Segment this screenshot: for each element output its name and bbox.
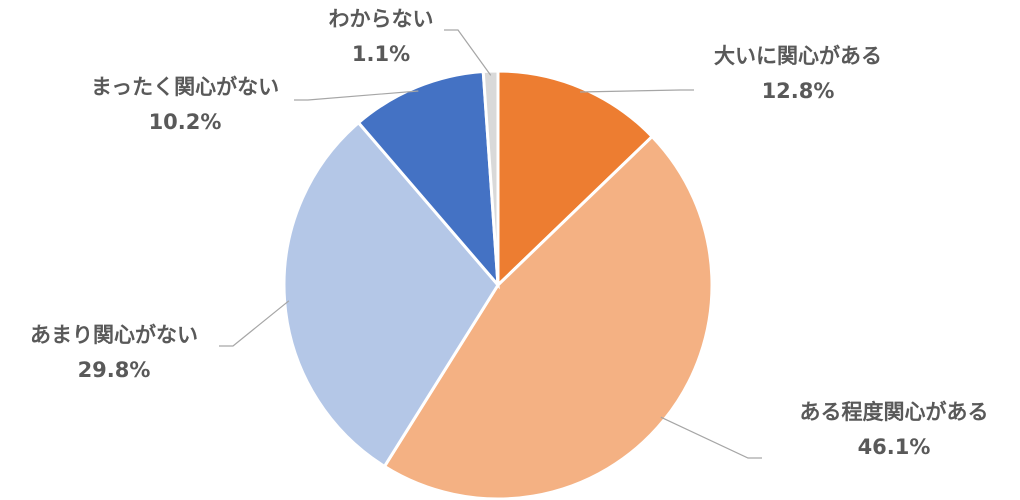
slice-label: わからない <box>329 7 434 31</box>
leader-line <box>219 300 290 347</box>
slice-value-label: 46.1% <box>858 435 931 459</box>
slice-label: まったく関心がない <box>91 75 279 99</box>
slice-value-label: 29.8% <box>78 358 151 382</box>
slice-value-label: 12.8% <box>762 79 835 103</box>
leader-line <box>444 29 492 76</box>
leader-line <box>580 89 694 93</box>
slice-label: あまり関心がない <box>30 323 198 347</box>
slice-value-label: 10.2% <box>149 110 222 134</box>
leader-line <box>660 416 762 459</box>
pie-slice <box>282 120 500 469</box>
slice-label: 大いに関心がある <box>714 44 882 68</box>
pie-slice <box>496 69 655 289</box>
pie-slice <box>356 69 500 290</box>
pie-slice <box>382 134 714 500</box>
slice-value-label: 1.1% <box>352 42 410 66</box>
pie-slice <box>481 69 500 286</box>
slice-label: ある程度関心がある <box>800 400 989 424</box>
leader-line <box>294 90 419 101</box>
